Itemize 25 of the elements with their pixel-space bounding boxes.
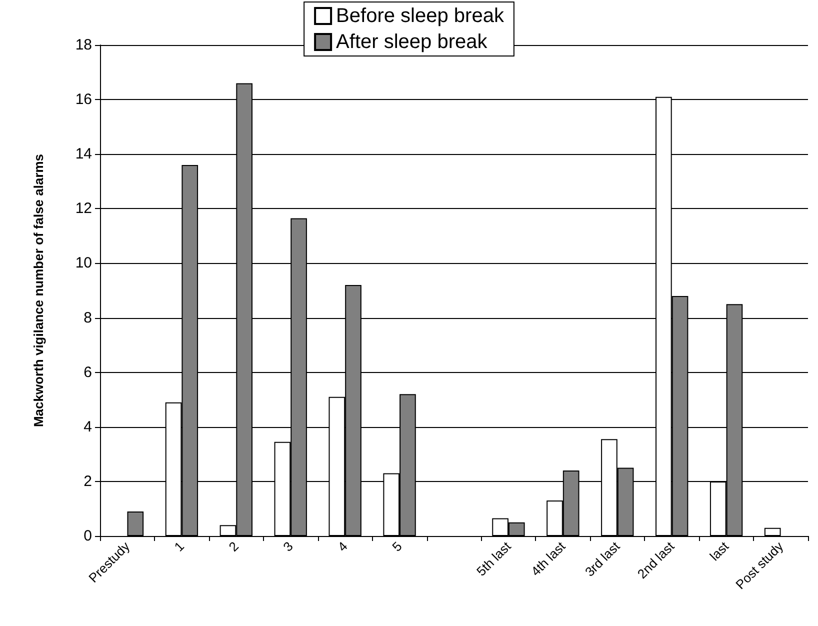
x-tick-label: 4	[334, 538, 350, 554]
y-tick-label: 6	[84, 364, 92, 381]
y-tick-label: 12	[75, 200, 92, 218]
x-tick-label: 5	[389, 538, 405, 554]
y-tick-label: 4	[84, 418, 92, 436]
x-tick-label: 5th last	[474, 538, 514, 579]
bar	[127, 511, 144, 536]
x-tick-label: 1	[171, 538, 187, 554]
y-axis-title: Mackworth vigilance number of false alarms	[31, 154, 46, 428]
y-tick-label: 8	[84, 309, 92, 326]
x-tick-label: 4th last	[528, 538, 568, 579]
y-tick-label: 10	[75, 254, 92, 272]
x-tick-label: 3	[280, 538, 296, 554]
bar	[764, 528, 781, 536]
y-tick-label: 18	[75, 36, 92, 54]
y-tick-label: 2	[84, 472, 92, 490]
x-tick-label: last	[706, 538, 732, 564]
x-tick-label: 2	[226, 538, 242, 554]
x-tick-label: 3rd last	[582, 538, 623, 580]
legend-label: Before sleep break	[336, 5, 505, 27]
y-tick-label: 0	[84, 528, 92, 544]
x-tick-label: 2nd last	[634, 538, 678, 582]
y-tick-label: 14	[75, 146, 92, 163]
y-tick-label: 16	[75, 91, 92, 108]
legend-label: After sleep break	[336, 31, 488, 53]
